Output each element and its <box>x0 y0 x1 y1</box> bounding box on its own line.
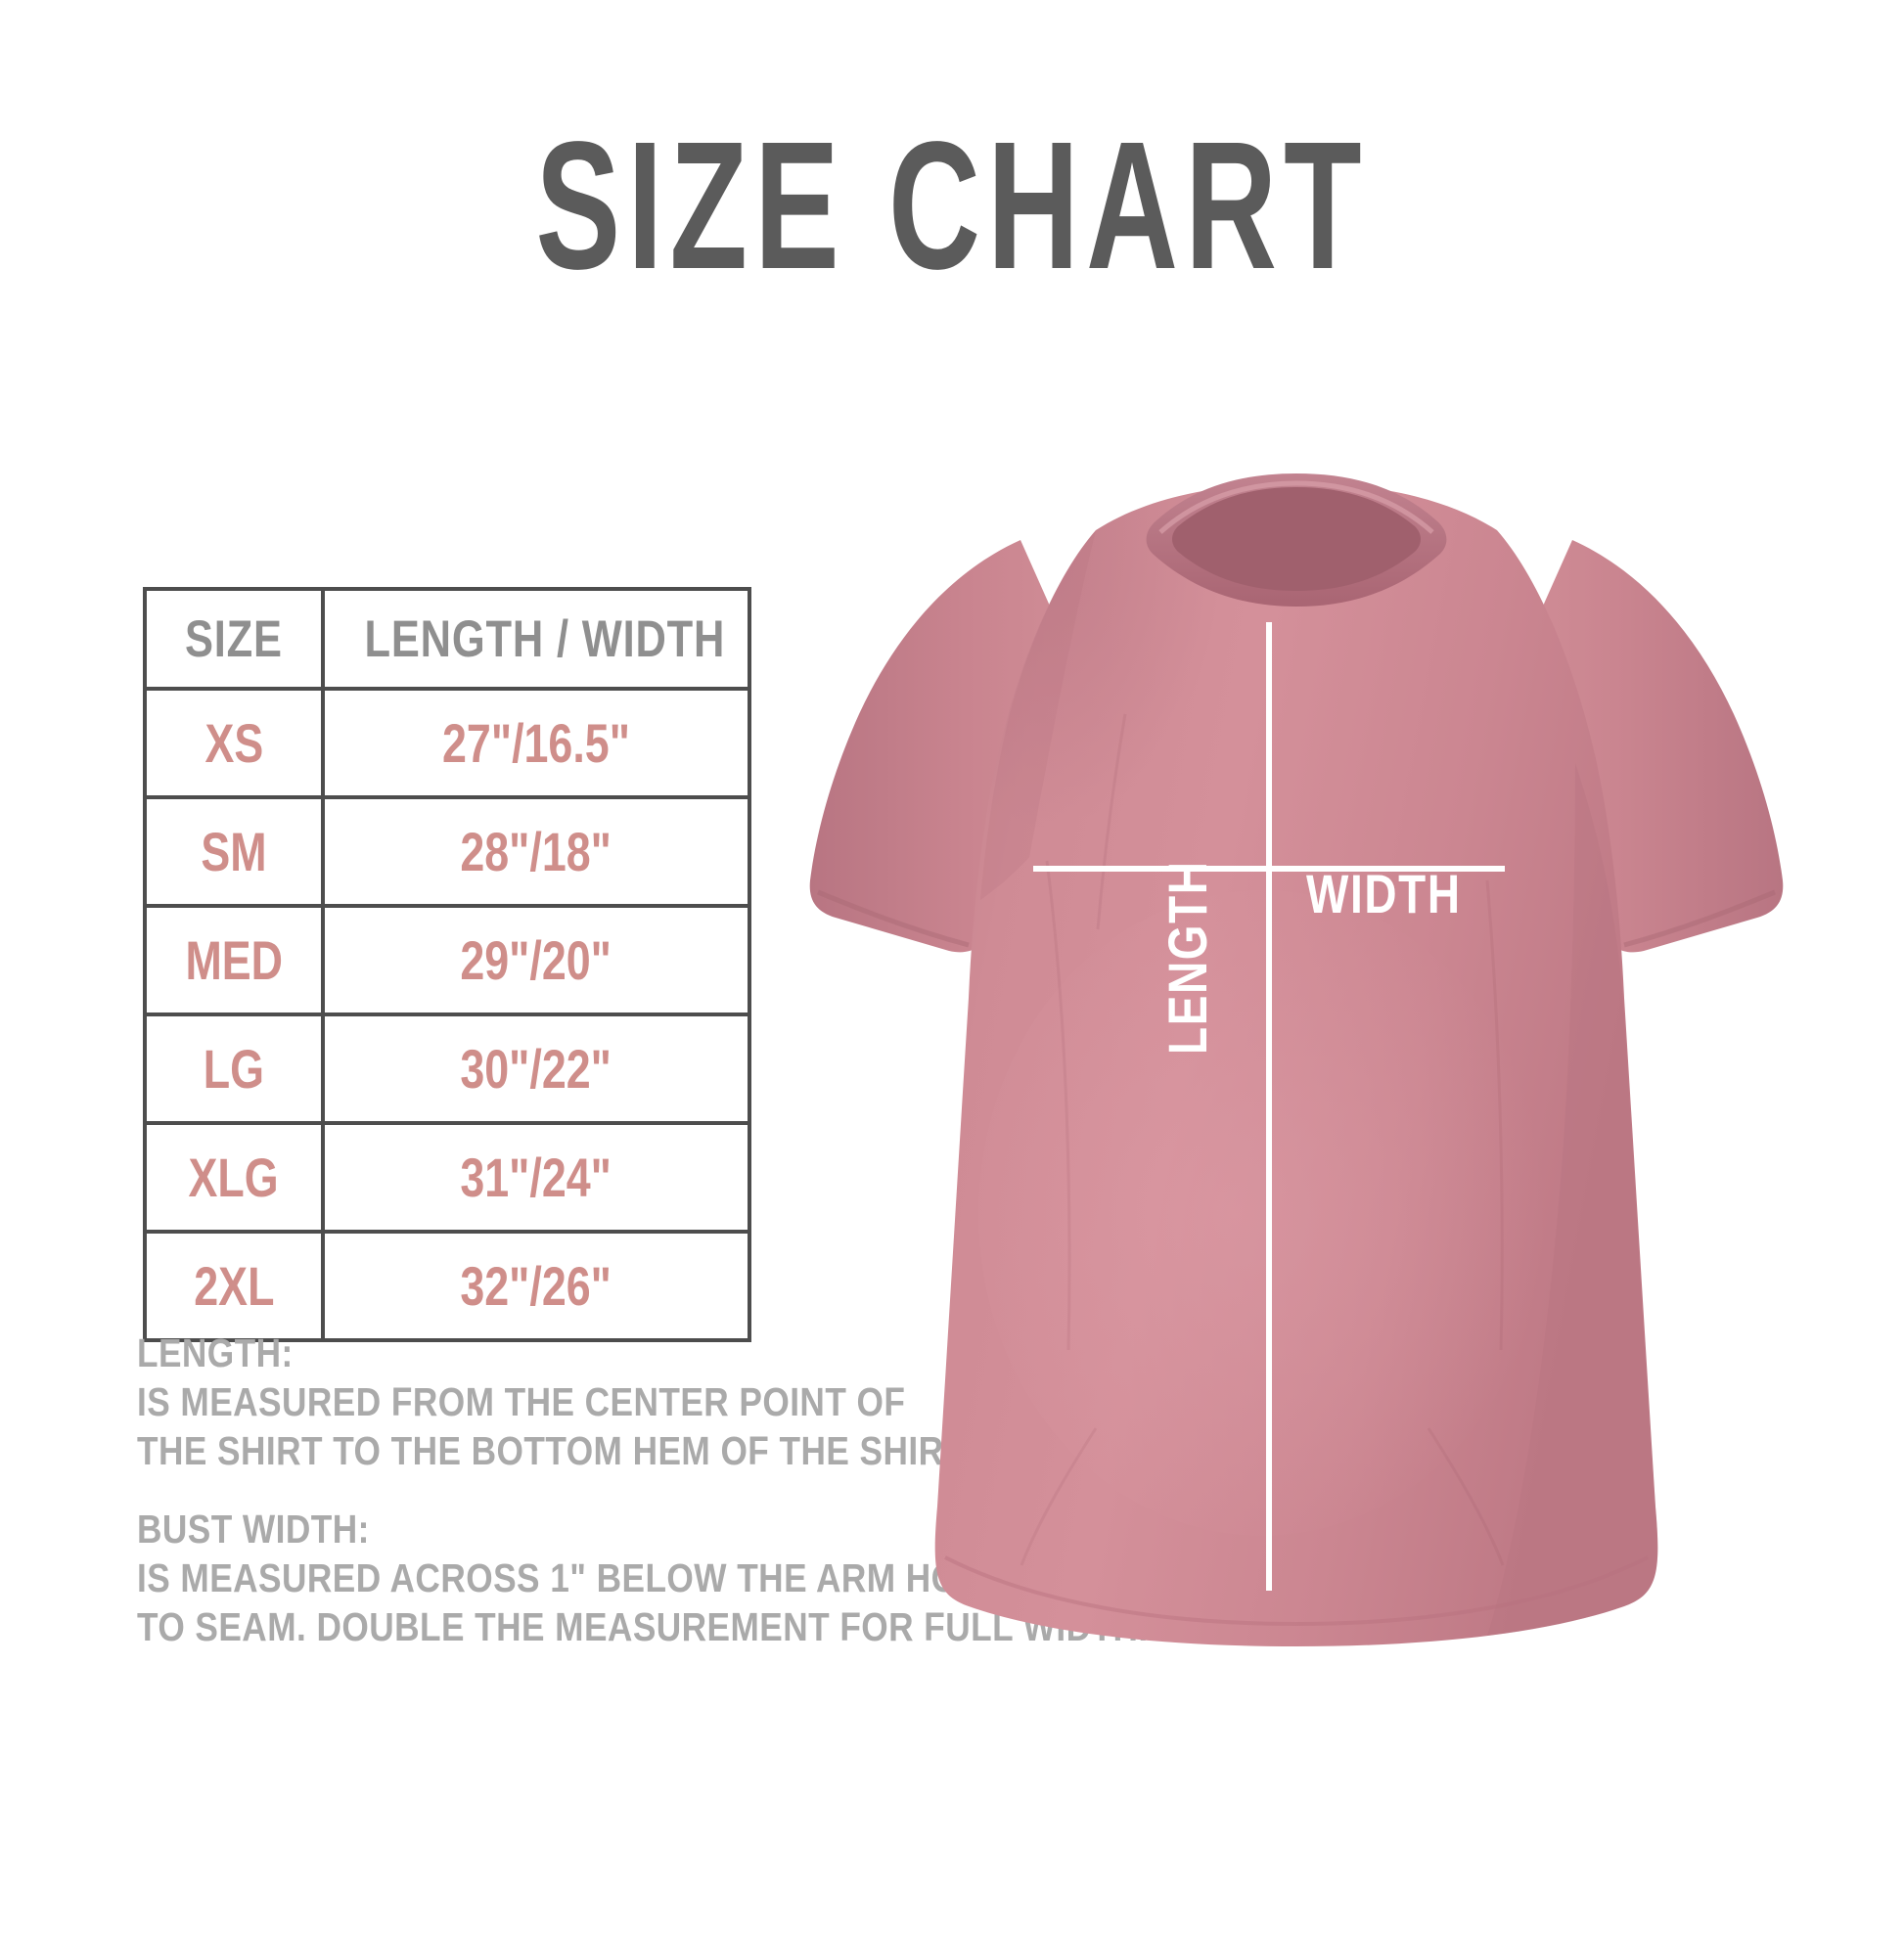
cell-size: XLG <box>143 1121 325 1234</box>
cell-measurement: 30"/22" <box>321 1012 751 1125</box>
collar-opening <box>1172 487 1421 591</box>
cell-measurement: 27"/16.5" <box>321 687 751 799</box>
body-highlight <box>978 890 1546 1536</box>
bust-width-definition-line2: TO SEAM. DOUBLE THE MEASUREMENT FOR FULL… <box>137 1604 1149 1649</box>
tshirt-diagram <box>802 470 1791 1663</box>
length-definition-line2: THE SHIRT TO THE BOTTOM HEM OF THE SHIRT… <box>137 1428 972 1473</box>
length-measure-label: LENGTH <box>1156 860 1218 1055</box>
cell-size: 2XL <box>143 1230 325 1342</box>
table-row: LG 30"/22" <box>143 1012 751 1125</box>
cell-size: SM <box>143 795 325 908</box>
table-row: XS 27"/16.5" <box>143 687 751 799</box>
column-header-length-width-label: LENGTH / WIDTH <box>364 609 726 668</box>
width-measure-label: WIDTH <box>1306 863 1462 924</box>
cell-size: XS <box>143 687 325 799</box>
length-definition-line1: IS MEASURED FROM THE CENTER POINT OF <box>137 1379 906 1424</box>
column-header-length-width: LENGTH / WIDTH <box>321 587 751 691</box>
right-sleeve-hem <box>1623 889 1776 948</box>
length-definition-block: LENGTH: IS MEASURED FROM THE CENTER POIN… <box>137 1328 1108 1475</box>
right-body-shadow <box>1487 763 1658 1636</box>
bust-width-definition-heading: BUST WIDTH: <box>137 1507 370 1552</box>
column-header-size: SIZE <box>143 587 325 691</box>
collar-highlight <box>1158 480 1434 534</box>
fabric-folds <box>1020 713 1505 1566</box>
cell-measurement: 29"/20" <box>321 904 751 1016</box>
table-row: MED 29"/20" <box>143 904 751 1016</box>
cell-size: LG <box>143 1012 325 1125</box>
bottom-hem <box>944 1555 1649 1627</box>
page-title: SIZE CHART <box>535 105 1369 307</box>
tshirt-illustration <box>809 473 1784 1646</box>
cell-size: MED <box>143 904 325 1016</box>
size-chart-table: SIZE LENGTH / WIDTH XS 27"/16.5" SM 28"/… <box>143 587 751 1342</box>
column-header-size-label: SIZE <box>185 609 283 668</box>
right-sleeve <box>1501 540 1784 953</box>
length-definition-heading: LENGTH: <box>137 1330 294 1375</box>
shirt-shape <box>809 473 1784 1646</box>
left-sleeve <box>809 540 1092 953</box>
table-row: XLG 31"/24" <box>143 1121 751 1234</box>
table-header-row: SIZE LENGTH / WIDTH <box>143 587 751 691</box>
cell-measurement: 28"/18" <box>321 795 751 908</box>
cell-measurement: 31"/24" <box>321 1121 751 1234</box>
left-armhole-shade <box>980 530 1096 900</box>
table-row: 2XL 32"/26" <box>143 1230 751 1342</box>
left-sleeve-hem <box>817 889 970 948</box>
table-row: SM 28"/18" <box>143 795 751 908</box>
bust-width-definition-block: BUST WIDTH: IS MEASURED ACROSS 1" BELOW … <box>137 1505 1313 1651</box>
cell-measurement: 32"/26" <box>321 1230 751 1342</box>
